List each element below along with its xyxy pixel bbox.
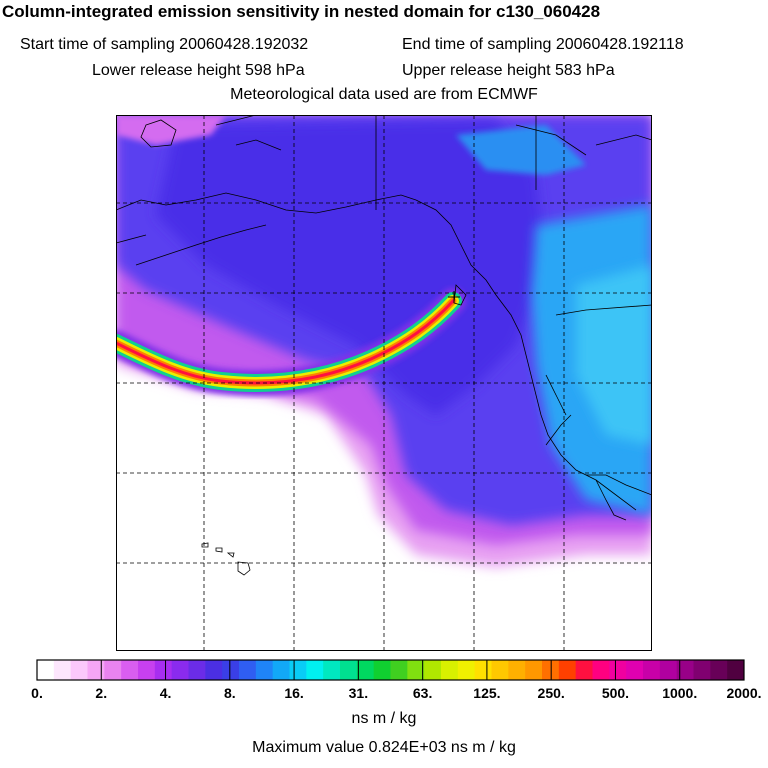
colorbar-cell	[424, 660, 442, 680]
colorbar-cell	[53, 660, 72, 680]
colorbar-cell	[575, 660, 593, 680]
start-time-label: Start time of sampling 20060428.192032	[20, 36, 309, 53]
colorbar-cell	[373, 660, 391, 680]
colorbar: 0. 2. 4. 8. 16. 31. 63. 125. 250. 500. 1000. 2000.	[31, 659, 762, 701]
colorbar-cell	[154, 660, 173, 680]
colorbar-tick-label: 16.	[284, 685, 303, 701]
upper-height-label: Upper release height 583 hPa	[402, 62, 615, 79]
colorbar-tick-label: 250.	[538, 685, 565, 701]
colorbar-tick-label: 0.	[31, 685, 43, 701]
colorbar-cell	[289, 660, 307, 680]
colorbar-cell	[659, 660, 678, 680]
colorbar-cell	[609, 660, 627, 680]
met-data-label: Meteorological data used are from ECMWF	[230, 86, 538, 103]
colorbar-cell	[558, 660, 577, 680]
colorbar-cell	[138, 660, 156, 680]
colorbar-cell	[272, 660, 290, 680]
colorbar-cell	[104, 660, 122, 680]
colorbar-cell	[592, 660, 610, 680]
colorbar-tick-label: 2.	[95, 685, 107, 701]
colorbar-cell	[441, 660, 459, 680]
plume-core	[116, 299, 455, 385]
colorbar-cell	[171, 660, 189, 680]
colorbar-tick-label: 4.	[160, 685, 172, 701]
units-label: ns m / kg	[351, 710, 417, 727]
colorbar-cell	[306, 660, 324, 680]
colorbar-cell	[239, 660, 257, 680]
colorbar-cell	[525, 660, 543, 680]
colorbar-cell	[70, 660, 88, 680]
emission-sensitivity-map	[116, 115, 652, 651]
max-value-label: Maximum value 0.824E+03 ns m / kg	[252, 739, 516, 756]
colorbar-cell	[676, 660, 694, 680]
colorbar-cell	[474, 660, 492, 680]
colorbar-cell	[255, 660, 274, 680]
colorbar-cell	[222, 660, 240, 680]
colorbar-cell	[37, 660, 55, 680]
colorbar-cell	[626, 660, 644, 680]
colorbar-tick-label: 125.	[473, 685, 500, 701]
colorbar-cell	[188, 660, 206, 680]
colorbar-cell	[390, 660, 408, 680]
colorbar-cell	[356, 660, 375, 680]
colorbar-cell	[121, 660, 139, 680]
cross-icon	[448, 291, 460, 303]
colorbar-cell	[643, 660, 661, 680]
colorbar-tick-label: 8.	[224, 685, 236, 701]
colorbar-cell	[508, 660, 526, 680]
graticule	[116, 115, 652, 651]
colorbar-cell	[87, 660, 105, 680]
colorbar-tick-label: 31.	[349, 685, 368, 701]
colorbar-cell	[727, 660, 745, 680]
colorbar-tick-label: 2000.	[726, 685, 761, 701]
colorbar-cell	[542, 660, 560, 680]
colorbar-cell	[491, 660, 509, 680]
end-time-label: End time of sampling 20060428.192118	[402, 36, 684, 53]
colorbar-cell	[323, 660, 341, 680]
colorbar-cell	[205, 660, 223, 680]
colorbar-cell	[407, 660, 425, 680]
colorbar-tick-label: 63.	[413, 685, 432, 701]
colorbar-cell	[340, 660, 358, 680]
colorbar-tick-label: 500.	[602, 685, 629, 701]
colorbar-cell	[693, 660, 711, 680]
colorbar-cell	[457, 660, 476, 680]
colorbar-tick-label: 1000.	[662, 685, 697, 701]
hawaii-islands	[201, 542, 251, 576]
colorbar-cell	[710, 660, 728, 680]
page-title: Column-integrated emission sensitivity i…	[2, 2, 601, 21]
coastlines	[116, 115, 652, 521]
lower-height-label: Lower release height 598 hPa	[92, 62, 305, 79]
